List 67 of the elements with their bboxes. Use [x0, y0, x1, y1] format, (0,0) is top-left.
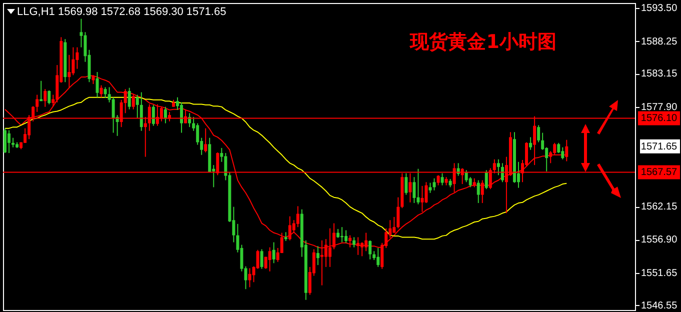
candlestick	[480, 180, 484, 204]
candlestick	[553, 142, 556, 156]
candlestick	[204, 128, 208, 153]
candlestick	[260, 248, 264, 270]
candlestick	[288, 216, 292, 241]
candlestick	[500, 162, 504, 183]
y-tick-label: 1551.65	[641, 268, 678, 279]
candlestick	[72, 46, 75, 76]
candlestick	[440, 172, 444, 186]
y-tick-label: 1556.90	[641, 234, 678, 246]
y-tick-label: 1577.90	[641, 102, 678, 113]
candlestick	[248, 268, 252, 288]
ref-line-label: 1567.57	[640, 167, 678, 178]
candlestick	[529, 136, 532, 150]
candlestick	[40, 80, 43, 102]
candlestick	[44, 88, 47, 108]
candlestick	[352, 236, 356, 248]
candlestick	[48, 90, 51, 105]
y-tick-label: 1546.55	[641, 300, 678, 312]
candlestick	[128, 87, 131, 110]
candlestick	[412, 176, 416, 204]
candlestick	[464, 170, 468, 183]
candlestick	[4, 128, 7, 154]
text: 现货黄金1小时图	[409, 31, 556, 53]
y-tick-label: 1562.15	[641, 202, 678, 213]
candlestick	[272, 242, 276, 264]
candlestick	[344, 230, 348, 244]
candlestick	[537, 124, 540, 143]
candlestick	[12, 137, 15, 148]
candlestick	[428, 182, 432, 194]
y-tick-label: 1588.25	[641, 36, 678, 48]
candlestick	[404, 172, 408, 196]
text: 1571.65	[640, 141, 678, 152]
candlestick	[152, 104, 155, 126]
candlestick	[268, 246, 272, 272]
candlestick	[112, 96, 115, 134]
ref-line-label: 1576.10	[640, 113, 678, 124]
candlestick	[76, 46, 79, 70]
candlestick	[180, 102, 184, 134]
candlestick	[396, 196, 400, 229]
y-tick-label: 1593.50	[641, 3, 678, 14]
candlestick	[436, 174, 440, 186]
candlestick	[104, 86, 107, 98]
candlestick	[432, 178, 436, 191]
candlestick	[376, 247, 380, 268]
candlestick	[36, 94, 39, 112]
candlestick	[8, 130, 11, 154]
candlestick	[468, 176, 472, 188]
candlestick	[96, 71, 99, 98]
y-tick-label: 1583.15	[641, 68, 678, 80]
candlestick	[100, 84, 103, 98]
candlestick	[316, 246, 320, 266]
annotation: LLG,H1 1569.98 1572.68 1569.30 1571.65	[17, 6, 226, 18]
candlestick	[424, 182, 428, 204]
candlestick	[368, 240, 372, 260]
candlestick	[392, 216, 396, 234]
candlestick	[484, 170, 488, 190]
candlestick	[136, 94, 139, 119]
candlestick	[132, 94, 135, 110]
candlestick	[420, 185, 424, 212]
candlestick	[140, 92, 143, 132]
candlestick	[416, 168, 420, 205]
candlestick	[476, 180, 480, 204]
candlestick	[557, 142, 560, 154]
candlestick	[496, 158, 500, 176]
candlestick	[561, 146, 564, 160]
candlestick	[296, 206, 300, 228]
